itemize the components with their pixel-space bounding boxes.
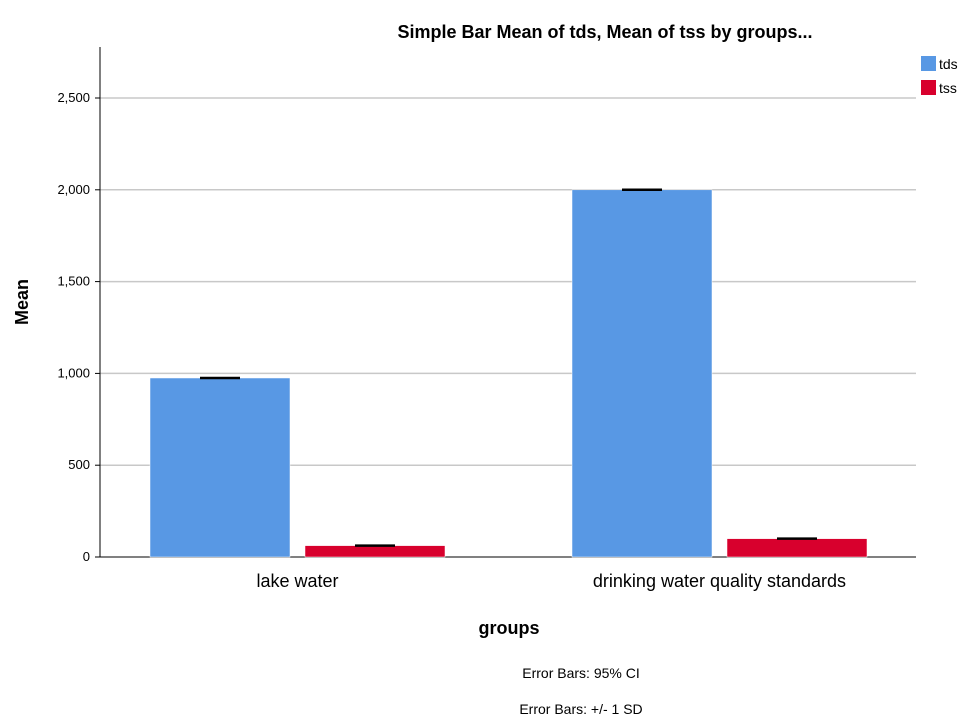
- legend-swatch-tds: [921, 56, 936, 71]
- y-tick-label: 2,500: [57, 90, 90, 105]
- x-axis-title: groups: [479, 618, 540, 638]
- x-category-label: drinking water quality standards: [593, 571, 846, 591]
- legend: tds tss: [921, 56, 958, 96]
- legend-label-tds: tds: [939, 56, 958, 72]
- chart-title: Simple Bar Mean of tds, Mean of tss by g…: [397, 22, 812, 42]
- x-category-label: lake water: [256, 571, 338, 591]
- bar-tss-1: [726, 538, 868, 558]
- gridlines: [100, 97, 916, 466]
- x-category-labels: lake water drinking water quality standar…: [256, 571, 846, 591]
- bar-tss-0: [304, 545, 446, 558]
- error-bar-note-ci: Error Bars: 95% CI: [522, 665, 639, 681]
- bar-tds-0: [149, 377, 291, 558]
- y-tick-label: 1,000: [57, 365, 90, 380]
- error-bar-caps: [200, 188, 817, 547]
- y-tick-label: 500: [68, 457, 90, 472]
- y-tick-labels: 0 500 1,000 1,500 2,000 2,500: [57, 90, 100, 564]
- legend-label-tss: tss: [939, 80, 957, 96]
- y-tick-label: 0: [83, 549, 90, 564]
- bar-tds-1: [571, 189, 713, 558]
- y-tick-label: 1,500: [57, 274, 90, 289]
- y-axis-title: Mean: [12, 279, 32, 325]
- legend-swatch-tss: [921, 80, 936, 95]
- error-bar-note-sd: Error Bars: +/- 1 SD: [519, 701, 642, 717]
- y-tick-label: 2,000: [57, 182, 90, 197]
